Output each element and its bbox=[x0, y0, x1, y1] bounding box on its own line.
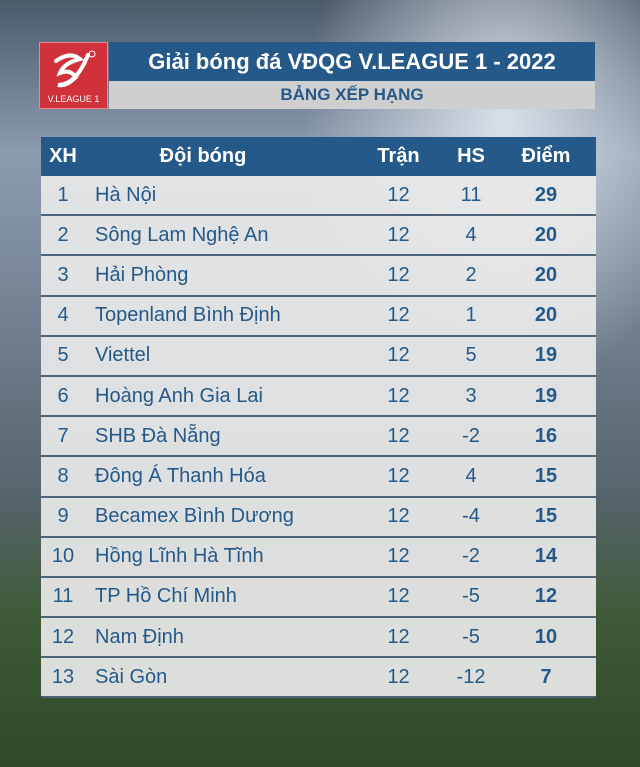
cell-points: 20 bbox=[534, 304, 558, 327]
cell-rank: 10 bbox=[51, 545, 75, 568]
cell-goal-diff: -2 bbox=[462, 424, 480, 447]
cell-points: 15 bbox=[534, 464, 558, 487]
table-row: 2 Sông Lam Nghệ An 12 4 20 bbox=[41, 216, 596, 257]
cell-rank: 8 bbox=[57, 464, 69, 487]
cell-points: 19 bbox=[534, 344, 558, 367]
cell-team: SHB Đà Nẵng bbox=[95, 424, 221, 447]
cell-played: 12 bbox=[387, 585, 410, 608]
cell-rank: 9 bbox=[57, 505, 69, 528]
table-row: 4 Topenland Bình Định 12 1 20 bbox=[41, 296, 596, 337]
cell-rank: 7 bbox=[57, 424, 69, 447]
table-row: 7 SHB Đà Nẵng 12 -2 16 bbox=[41, 417, 596, 458]
logo-text: V.LEAGUE 1 bbox=[47, 94, 100, 104]
cell-team: Hà Nội bbox=[95, 183, 157, 206]
cell-rank: 2 bbox=[57, 223, 69, 246]
cell-played: 12 bbox=[387, 344, 410, 367]
cell-team: Hồng Lĩnh Hà Tĩnh bbox=[95, 545, 264, 568]
cell-team: Becamex Bình Dương bbox=[95, 505, 294, 528]
cell-played: 12 bbox=[387, 384, 410, 407]
cell-points: 29 bbox=[534, 183, 558, 206]
cell-team: Hải Phòng bbox=[95, 263, 189, 286]
cell-team: Topenland Bình Định bbox=[95, 304, 281, 327]
cell-points: 20 bbox=[534, 223, 558, 246]
page-subtitle: BẢNG XẾP HẠNG bbox=[109, 81, 595, 109]
table-row: 12 Nam Định 12 -5 10 bbox=[41, 618, 596, 659]
cell-team: Đông Á Thanh Hóa bbox=[95, 464, 266, 487]
col-points: Điểm bbox=[521, 145, 571, 167]
col-rank: XH bbox=[49, 145, 77, 167]
cell-goal-diff: 5 bbox=[465, 344, 477, 367]
cell-played: 12 bbox=[387, 304, 410, 327]
cell-points: 10 bbox=[534, 625, 558, 648]
cell-goal-diff: 11 bbox=[460, 183, 482, 206]
cell-points: 7 bbox=[540, 665, 552, 688]
col-goal-diff: HS bbox=[457, 145, 485, 167]
vleague-logo-icon bbox=[54, 50, 96, 88]
cell-points: 14 bbox=[534, 545, 558, 568]
cell-played: 12 bbox=[387, 505, 410, 528]
cell-goal-diff: -5 bbox=[462, 585, 480, 608]
cell-played: 12 bbox=[387, 545, 410, 568]
col-team: Đội bóng bbox=[159, 145, 247, 167]
cell-goal-diff: -12 bbox=[456, 665, 486, 688]
cell-played: 12 bbox=[387, 665, 410, 688]
cell-played: 12 bbox=[387, 625, 410, 648]
cell-rank: 5 bbox=[57, 344, 69, 367]
cell-points: 16 bbox=[534, 424, 558, 447]
cell-points: 12 bbox=[534, 585, 558, 608]
cell-rank: 4 bbox=[57, 304, 69, 327]
table-row: 10 Hồng Lĩnh Hà Tĩnh 12 -2 14 bbox=[41, 537, 596, 578]
cell-played: 12 bbox=[387, 263, 410, 286]
table-row: 3 Hải Phòng 12 2 20 bbox=[41, 256, 596, 297]
cell-points: 20 bbox=[534, 263, 558, 286]
table-row: 6 Hoàng Anh Gia Lai 12 3 19 bbox=[41, 376, 596, 418]
table-row: 13 Sài Gòn 12 -12 7 bbox=[41, 658, 596, 699]
standings-table: XH Đội bóng Trận HS Điểm 1 Hà Nội 12 11 29 2 S… bbox=[41, 137, 596, 699]
table-row: 11 TP Hồ Chí Minh 12 -5 12 bbox=[41, 577, 596, 619]
cell-rank: 11 bbox=[52, 585, 74, 608]
vleague-logo: V.LEAGUE 1 bbox=[39, 42, 108, 109]
cell-goal-diff: 4 bbox=[465, 464, 477, 487]
cell-played: 12 bbox=[387, 223, 410, 246]
cell-goal-diff: -5 bbox=[462, 625, 480, 648]
cell-team: Nam Định bbox=[95, 625, 184, 648]
cell-points: 15 bbox=[534, 505, 558, 528]
cell-goal-diff: 2 bbox=[465, 263, 477, 286]
table-row: 8 Đông Á Thanh Hóa 12 4 15 bbox=[41, 457, 596, 498]
cell-goal-diff: 3 bbox=[465, 384, 477, 407]
cell-played: 12 bbox=[387, 183, 410, 206]
cell-team: Hoàng Anh Gia Lai bbox=[95, 384, 263, 407]
table-row: 5 Viettel 12 5 19 bbox=[41, 336, 596, 377]
cell-rank: 12 bbox=[51, 625, 75, 648]
cell-team: Sài Gòn bbox=[95, 665, 168, 688]
cell-rank: 13 bbox=[51, 665, 75, 688]
table-row: 1 Hà Nội 12 11 29 bbox=[41, 176, 596, 217]
cell-goal-diff: -2 bbox=[462, 545, 480, 568]
cell-rank: 1 bbox=[57, 183, 69, 206]
cell-goal-diff: -4 bbox=[462, 505, 480, 528]
cell-team: Viettel bbox=[95, 344, 151, 367]
cell-played: 12 bbox=[387, 424, 410, 447]
cell-goal-diff: 4 bbox=[465, 223, 477, 246]
cell-rank: 6 bbox=[57, 384, 69, 407]
cell-played: 12 bbox=[387, 464, 410, 487]
cell-team: TP Hồ Chí Minh bbox=[95, 585, 237, 608]
page-title: Giải bóng đá VĐQG V.LEAGUE 1 - 2022 bbox=[109, 42, 595, 81]
cell-points: 19 bbox=[534, 384, 558, 407]
cell-rank: 3 bbox=[57, 263, 69, 286]
cell-team: Sông Lam Nghệ An bbox=[95, 223, 269, 246]
cell-goal-diff: 1 bbox=[465, 304, 477, 327]
table-row: 9 Becamex Bình Dương 12 -4 15 bbox=[41, 497, 596, 538]
table-header: XH Đội bóng Trận HS Điểm bbox=[41, 137, 596, 176]
col-played: Trận bbox=[377, 145, 420, 167]
